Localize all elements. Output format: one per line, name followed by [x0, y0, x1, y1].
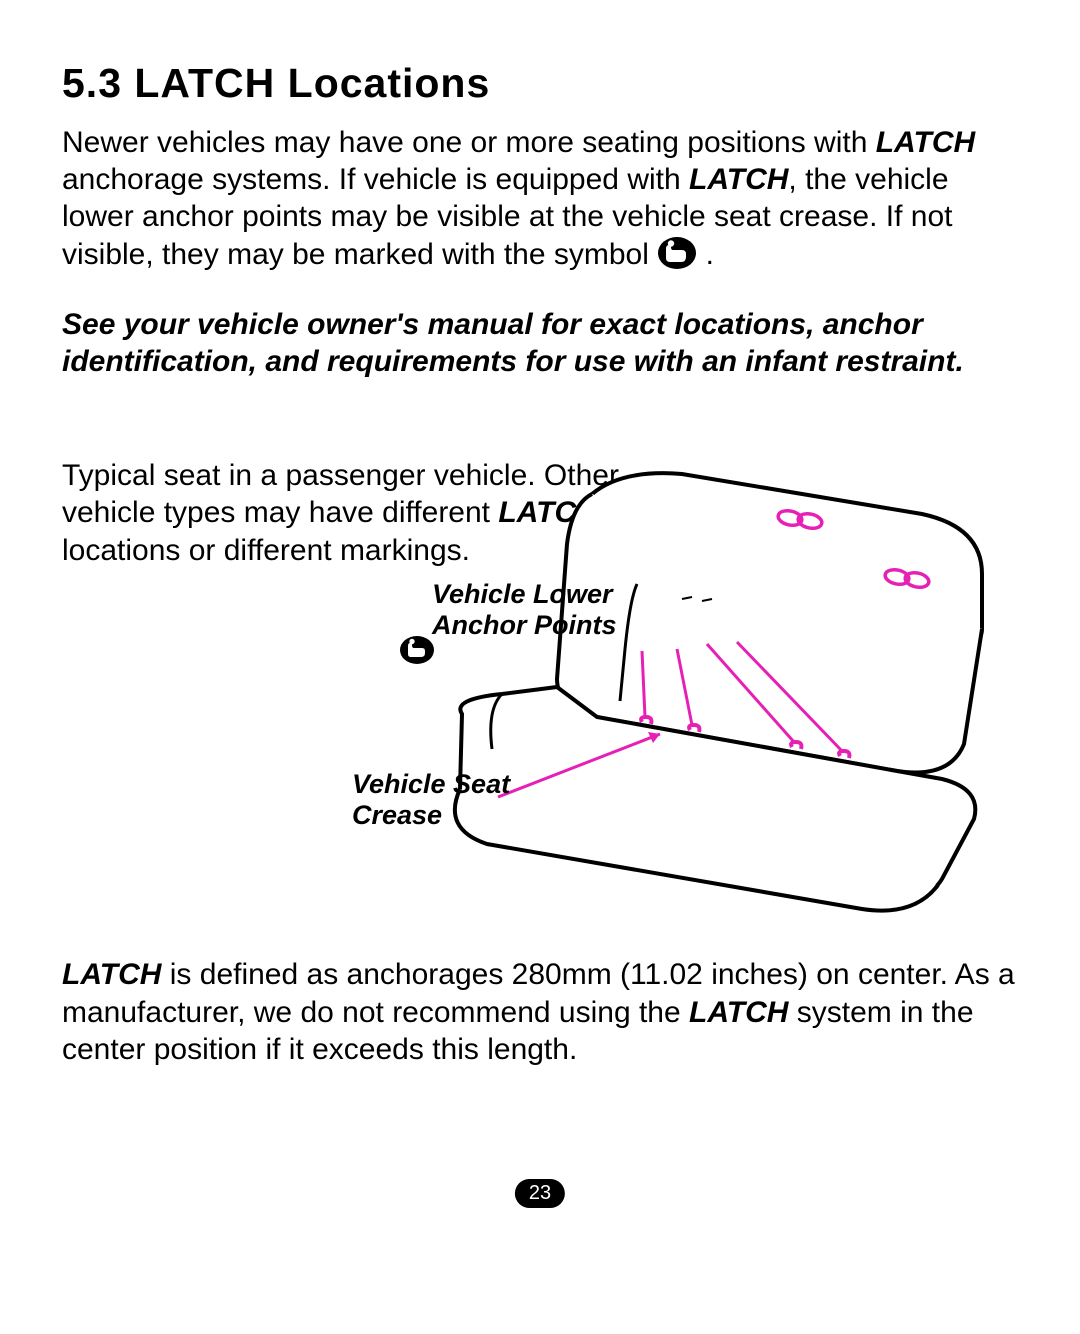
seat-diagram: Vehicle Lower Anchor Points Vehicle Seat…	[342, 449, 1022, 914]
page-number: 23	[515, 1179, 565, 1208]
label-anchor-points: Vehicle Lower Anchor Points	[432, 579, 662, 641]
intro-text-1: Newer vehicles may have one or more seat…	[62, 126, 876, 159]
latch-term: LATCH	[689, 996, 788, 1029]
page-number-value: 23	[515, 1179, 565, 1208]
latch-term: LATCH	[689, 163, 788, 196]
label-seat-crease: Vehicle Seat Crease	[352, 769, 532, 831]
manual-note: See your vehicle owner's manual for exac…	[62, 306, 1018, 381]
child-seat-icon	[657, 236, 697, 280]
definition-paragraph: LATCH is defined as anchorages 280mm (11…	[62, 956, 1018, 1069]
seat-svg	[342, 449, 1022, 914]
latch-term: LATCH	[62, 958, 161, 991]
intro-text-4: .	[697, 238, 714, 271]
intro-text-2: anchorage systems. If vehicle is equippe…	[62, 163, 689, 196]
section-heading: 5.3 LATCH Locations	[62, 60, 1018, 107]
intro-paragraph: Newer vehicles may have one or more seat…	[62, 125, 1018, 280]
latch-term: LATCH	[876, 126, 975, 159]
